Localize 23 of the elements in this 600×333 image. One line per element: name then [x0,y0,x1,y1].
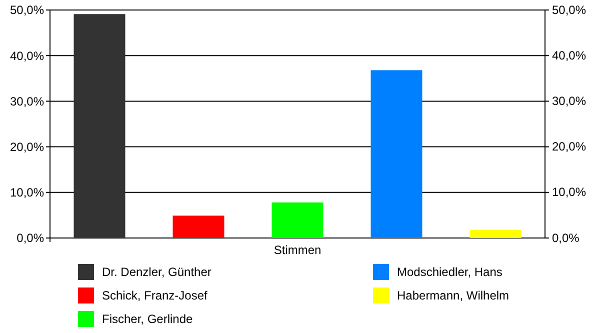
bar [172,216,224,238]
text: 10,0% [552,185,586,200]
y-tick-label: 0,0% [16,231,44,246]
bar [272,202,324,238]
text: 20,0% [552,140,586,154]
y-tick-label: 50,0% [10,3,44,18]
text: 30,0% [552,94,586,108]
x-tick-label: Stimmen [274,243,322,257]
legend-label: Modschiedler, Hans [397,265,502,280]
text: 50,0% [552,2,586,17]
text: 0,0% [552,230,580,245]
bar [370,70,422,238]
legend-label: Dr. Denzler, Günther [102,265,212,280]
bar [470,230,522,238]
bar [74,14,126,238]
text: 40,0% [552,48,586,62]
y-tick-label: 20,0% [10,140,44,154]
y-tick-label: 30,0% [10,94,44,108]
legend-label: Habermann, Wilhelm [397,288,510,303]
legend-label: Fischer, Gerlinde [102,312,194,326]
y-tick-label: 40,0% [10,48,44,63]
y-tick-label: 10,0% [10,186,44,200]
legend-label: Schick, Franz-Josef [102,288,208,303]
